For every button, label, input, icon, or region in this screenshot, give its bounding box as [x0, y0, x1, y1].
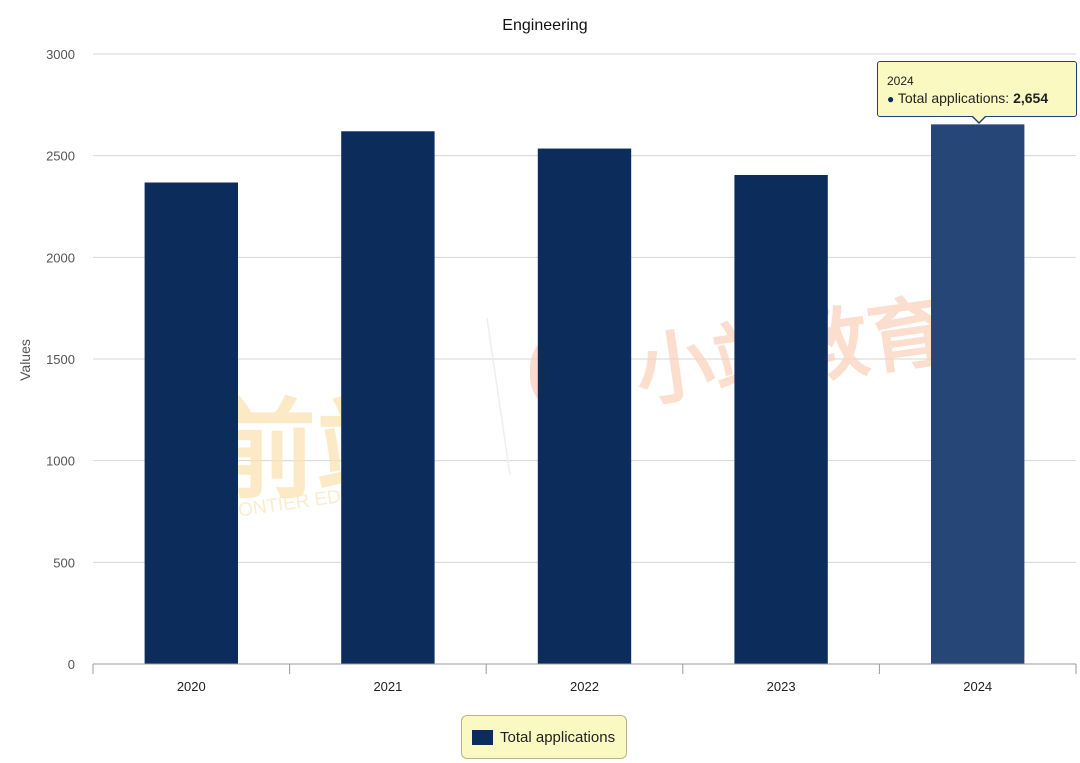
legend[interactable]: Total applications — [461, 715, 627, 759]
tooltip-dot-icon: ● — [887, 92, 895, 106]
y-tick-label: 2500 — [46, 149, 75, 164]
bar-2023[interactable] — [734, 174, 828, 664]
y-tick-label: 1000 — [46, 454, 75, 469]
bar-2024[interactable] — [931, 124, 1025, 664]
y-tick-label: 2000 — [46, 250, 75, 265]
x-tick-label: 2024 — [963, 679, 992, 694]
x-tick-label: 2022 — [570, 679, 599, 694]
y-tick-label: 0 — [68, 657, 75, 672]
y-tick-label: 3000 — [46, 47, 75, 62]
tooltip-row: ● Total applications: 2,654 — [887, 89, 1067, 108]
bars — [144, 124, 1025, 665]
tooltip-category: 2024 — [887, 74, 914, 88]
x-tick-label: 2023 — [767, 679, 796, 694]
tooltip-series-label: Total applications: — [897, 90, 1014, 106]
y-axis-label: Values — [17, 339, 33, 381]
tooltip: 2024 ● Total applications: 2,654 — [877, 61, 1077, 124]
legend-swatch — [472, 729, 493, 745]
chart-title: Engineering — [502, 17, 587, 34]
axes: 0 500 1000 1500 2000 2500 3000 2020 2021 2022 2023… — [46, 47, 1077, 694]
bar-2021[interactable] — [341, 131, 435, 664]
x-tick-label: 2020 — [177, 679, 206, 694]
bar-2022[interactable] — [537, 148, 632, 665]
x-tick-label: 2021 — [373, 679, 402, 694]
tooltip-value: 2,654 — [1013, 90, 1049, 106]
tooltip-arrow-inner — [972, 115, 986, 122]
watermark-divider — [486, 317, 511, 476]
legend-label: Total applications — [500, 728, 616, 746]
bar-2020[interactable] — [144, 182, 238, 665]
y-tick-label: 500 — [53, 555, 75, 570]
y-tick-label: 1500 — [46, 352, 75, 367]
